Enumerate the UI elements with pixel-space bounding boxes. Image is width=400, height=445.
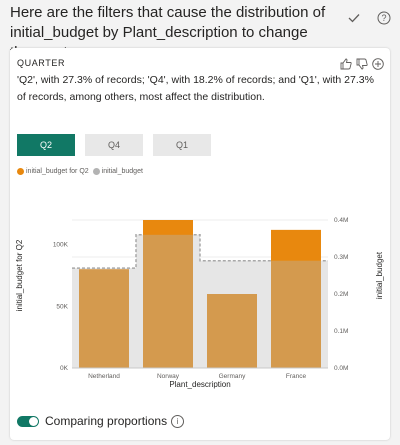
bar-overlap-france <box>271 260 321 368</box>
tab-q2[interactable]: Q2 <box>17 134 75 156</box>
feedback-icons <box>340 57 384 71</box>
toggle-knob <box>29 416 38 426</box>
filter-tabs: Q2 Q4 Q1 <box>17 134 211 156</box>
insight-card: QUARTER 'Q2', with 27.3% of records; 'Q4… <box>10 48 390 440</box>
bar-chart: Netherland Norway Germany France 0K 50K 100K 0.… <box>15 217 384 389</box>
series-overall-area <box>72 234 328 368</box>
bar-overlap-germany <box>207 294 257 368</box>
svg-text:?: ? <box>381 13 386 23</box>
thumbs-up-icon[interactable] <box>340 57 352 71</box>
info-icon[interactable]: i <box>171 414 185 428</box>
comparing-proportions-toggle-row: Comparing proportions i <box>17 414 185 428</box>
tab-q4[interactable]: Q4 <box>85 134 143 156</box>
series-overall-outline <box>72 234 328 269</box>
insight-description: 'Q2', with 27.3% of records; 'Q4', with … <box>17 74 374 103</box>
x-axis-title: Plant_description <box>169 380 230 389</box>
legend-item-overall: initial_budget <box>92 168 143 175</box>
legend-item-q2: initial_budget for Q2 <box>17 168 89 175</box>
chart-legend: initial_budget for Q2 initial_budget <box>17 168 147 175</box>
bar-overlap-netherland <box>79 269 129 368</box>
x-tick-label-norway: Norway <box>157 373 180 380</box>
y-right-tick-label-0: 0.0M <box>334 365 348 372</box>
y-right-tick-label-1: 0.1M <box>334 328 348 335</box>
header: Here are the filters that cause the dist… <box>0 0 400 61</box>
y-axis-left-title: initial_budget for Q2 <box>15 239 24 311</box>
legend-dot-overall <box>92 168 100 175</box>
comparing-proportions-toggle[interactable] <box>17 415 39 427</box>
y-left-tick-label-0: 0K <box>60 365 69 372</box>
x-tick-label-netherland: Netherland <box>88 373 120 380</box>
tab-q1[interactable]: Q1 <box>153 134 211 156</box>
help-icon[interactable]: ? <box>374 8 394 28</box>
legend-dot-q2 <box>17 168 24 175</box>
y-left-tick-label-1: 50K <box>56 303 68 310</box>
bar-overlap-norway <box>143 234 193 368</box>
y-right-tick-label-3: 0.3M <box>334 254 348 261</box>
x-tick-label-france: France <box>286 373 307 380</box>
y-axis-right-title: initial_budget <box>375 251 384 299</box>
x-tick-label-germany: Germany <box>219 373 246 380</box>
y-left-tick-label-2: 100K <box>53 242 69 249</box>
checkmark-icon[interactable] <box>344 8 364 28</box>
toggle-label: Comparing proportions <box>45 414 168 428</box>
y-right-tick-label-2: 0.2M <box>334 291 348 298</box>
filter-tag: QUARTER <box>17 58 66 68</box>
add-icon[interactable] <box>372 57 384 71</box>
legend-label-q2: initial_budget for Q2 <box>26 168 89 175</box>
y-right-tick-label-4: 0.4M <box>334 217 348 224</box>
legend-label-overall: initial_budget <box>101 168 143 175</box>
thumbs-down-icon[interactable] <box>356 57 368 71</box>
